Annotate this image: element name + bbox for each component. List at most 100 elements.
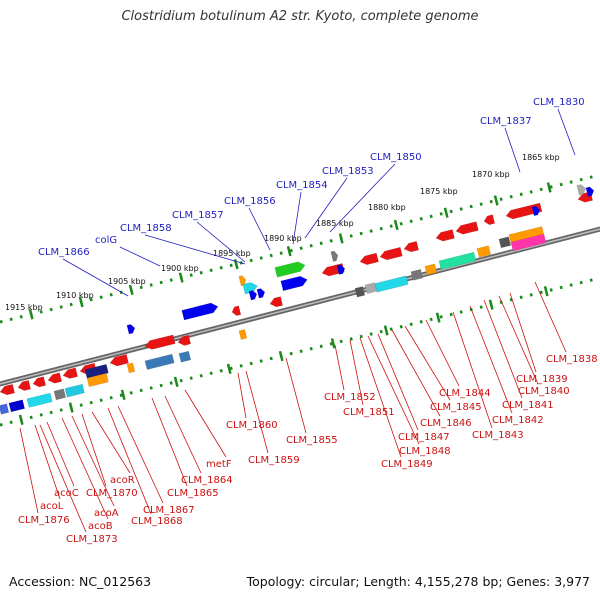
reverse-leader-line	[81, 413, 107, 487]
scale-dot	[479, 305, 483, 309]
reverse-gene-label: CLM_1839	[516, 374, 568, 385]
scale-dot	[429, 317, 433, 322]
scale-dot	[239, 364, 243, 368]
reverse-gene-arrow	[144, 334, 176, 350]
scale-dot	[69, 302, 73, 307]
forward-gene-arrow	[256, 288, 266, 299]
scale-tick	[383, 325, 389, 336]
scale-tick	[546, 182, 552, 193]
reverse-gene-label: acoC	[54, 488, 79, 499]
scale-tick	[443, 207, 449, 218]
forward-gene-label: CLM_1850	[370, 152, 422, 163]
scale-dot	[159, 280, 163, 285]
reverse-gene-arrow	[379, 246, 403, 261]
reverse-gene-arrow	[62, 367, 78, 379]
reverse-leader-line	[534, 281, 567, 353]
scale-tick	[330, 338, 336, 349]
reverse-gene-block	[410, 268, 424, 281]
scale-dot	[199, 270, 203, 275]
reverse-gene-arrow	[17, 380, 32, 391]
scale-tick	[233, 258, 239, 270]
scale-dot	[429, 214, 433, 219]
scale-dot	[299, 246, 303, 250]
scale-dot	[469, 204, 473, 209]
scale-dot	[249, 258, 253, 263]
scale-dot	[529, 293, 533, 297]
reverse-gene-label: CLM_1868	[131, 516, 183, 527]
scale-dot	[59, 305, 63, 309]
forward-gene-arrow	[126, 324, 136, 335]
scale-dot	[209, 371, 213, 376]
reverse-gene-block	[178, 350, 192, 363]
reverse-gene-block	[86, 372, 109, 388]
scale-dot	[439, 212, 443, 216]
scale-dot	[199, 373, 203, 378]
forward-gene-label: CLM_1830	[533, 97, 585, 108]
reverse-gene-arrow	[47, 372, 63, 384]
scale-dot	[529, 190, 533, 194]
scale-dot	[479, 202, 483, 206]
scale-dot	[419, 217, 423, 221]
scale-tick	[128, 284, 134, 296]
scale-dot	[149, 283, 153, 287]
reverse-gene-label: CLM_1855	[286, 435, 338, 446]
reverse-gene-label: acoB	[88, 521, 113, 532]
scale-dot	[519, 192, 523, 197]
kbp-tick-label: 1895 kbp	[213, 249, 251, 258]
scale-tick	[68, 402, 74, 413]
reverse-gene-label: CLM_1838	[546, 354, 598, 365]
scale-dot	[409, 322, 413, 327]
scale-dot	[579, 177, 583, 182]
scale-dot	[569, 180, 573, 184]
scale-dot	[549, 288, 553, 292]
reverse-leader-line	[91, 411, 131, 474]
scale-dot	[569, 283, 573, 287]
scale-dot	[259, 256, 263, 260]
reverse-gene-arrow	[403, 240, 419, 253]
scale-dot	[329, 239, 333, 243]
scale-dot	[349, 234, 353, 238]
scale-dot	[369, 332, 373, 336]
reverse-leader-line	[377, 333, 419, 431]
forward-gene-arrow	[248, 290, 258, 301]
scale-dot	[29, 415, 33, 420]
scale-tick	[226, 363, 232, 374]
scale-dot	[319, 344, 323, 349]
scale-dot	[259, 359, 263, 363]
scale-dot	[209, 268, 213, 273]
scale-dot	[309, 243, 313, 248]
scale-dot	[169, 278, 173, 282]
scale-dot	[379, 226, 383, 231]
scale-dot	[499, 197, 503, 201]
scale-dot	[459, 207, 463, 211]
scale-dot	[9, 317, 13, 322]
reverse-leader-line	[452, 311, 493, 429]
reverse-gene-label: CLM_1859	[248, 455, 300, 466]
reverse-gene-block	[126, 362, 136, 374]
scale-dot	[389, 224, 393, 228]
reverse-gene-label: acoA	[94, 508, 119, 519]
reverse-gene-label: CLM_1873	[66, 534, 118, 545]
scale-dot	[19, 315, 23, 319]
forward-gene-label: CLM_1856	[224, 196, 276, 207]
reverse-leader-line	[107, 407, 152, 515]
forward-gene-label: colG	[95, 235, 117, 246]
reverse-gene-label: CLM_1851	[343, 407, 395, 418]
forward-gene-label: CLM_1837	[480, 116, 532, 127]
reverse-gene-block	[510, 233, 547, 252]
scale-dot	[49, 307, 53, 312]
reverse-gene-block	[438, 251, 477, 270]
reverse-gene-block	[374, 275, 409, 293]
scale-tick	[120, 389, 126, 400]
reverse-leader-line	[425, 319, 460, 387]
reverse-leader-line	[19, 427, 39, 514]
kbp-tick-label: 1890 kbp	[264, 234, 302, 243]
scale-dot	[189, 273, 193, 277]
scale-dot	[369, 229, 373, 233]
reverse-leader-line	[334, 344, 345, 391]
reverse-gene-label: CLM_1847	[398, 432, 450, 443]
scale-dot	[79, 403, 83, 407]
reverse-gene-block	[498, 236, 512, 249]
forward-leader-line	[329, 163, 396, 233]
